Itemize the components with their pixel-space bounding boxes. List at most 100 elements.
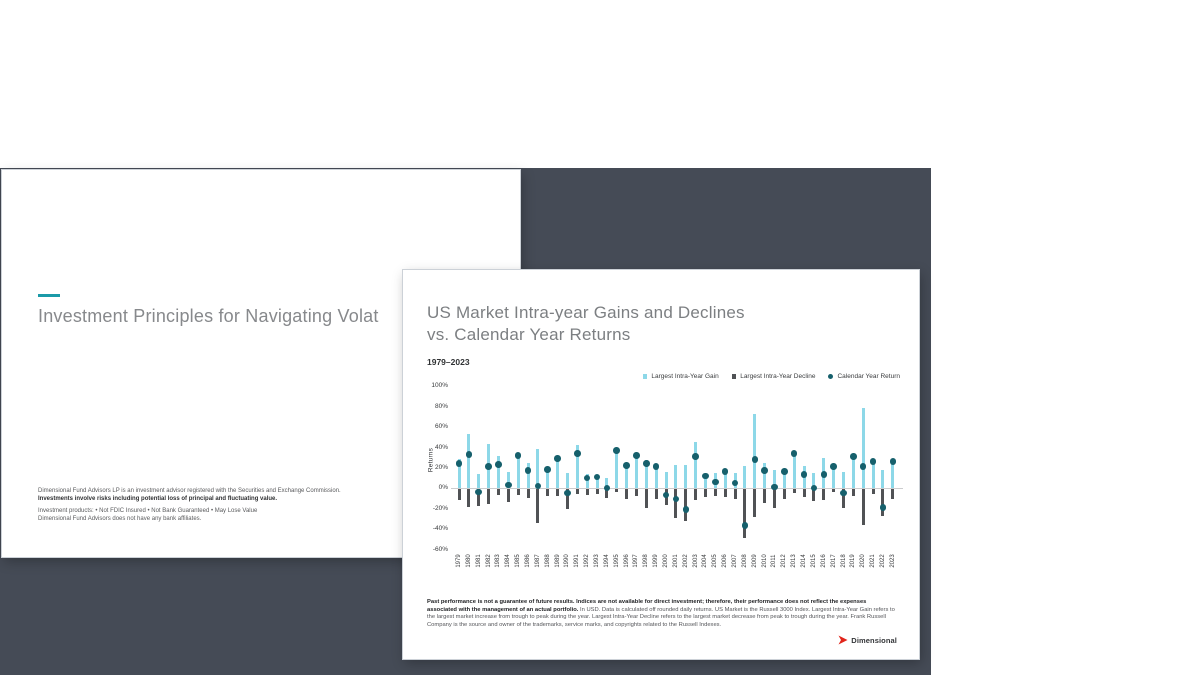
intra-year-gain-bar <box>881 469 885 488</box>
calendar-year-return-dot <box>603 484 611 492</box>
y-tick-label: -60% <box>432 545 448 553</box>
calendar-year-return-dot <box>524 467 532 474</box>
legend-item: Largest Intra-Year Decline <box>731 373 816 380</box>
x-tick-label: 1980 <box>465 554 472 568</box>
calendar-year-return-dot <box>702 472 709 479</box>
intra-year-decline-bar <box>605 489 609 499</box>
intra-year-gain-bar <box>477 473 481 488</box>
x-tick-label: 1985 <box>515 554 522 568</box>
intra-year-gain-bar <box>842 471 845 488</box>
intra-year-decline-bar <box>457 489 461 501</box>
chart-slide[interactable]: US Market Intra-year Gains and Declines … <box>403 270 919 659</box>
intra-year-gain-bar <box>723 469 727 488</box>
calendar-year-return-dot <box>514 452 522 459</box>
calendar-year-return-dot <box>583 474 591 482</box>
intra-year-gain-bar <box>457 459 461 488</box>
y-axis-label: Returns <box>427 447 435 473</box>
chart-plot <box>451 386 903 550</box>
calendar-year-return-dot <box>505 481 512 489</box>
intra-year-gain-bar <box>891 461 895 488</box>
intra-year-decline-bar <box>674 489 678 518</box>
calendar-year-return-dot <box>781 468 788 475</box>
chart-date-range: 1979–2023 <box>427 357 470 367</box>
calendar-year-return-dot <box>869 458 877 465</box>
legend-item: Calendar Year Return <box>828 373 900 380</box>
calendar-year-return-dot <box>564 489 571 497</box>
legend-label: Calendar Year Return <box>837 373 900 380</box>
x-tick-label: 1996 <box>623 554 630 568</box>
intra-year-decline-bar <box>487 489 491 505</box>
intra-year-gain-bar <box>812 472 816 488</box>
disclosure-line: Dimensional Fund Advisors does not have … <box>38 515 202 522</box>
x-tick-label: 2016 <box>820 554 827 568</box>
intra-year-decline-bar <box>546 489 550 497</box>
calendar-year-return-dot <box>672 495 680 503</box>
intra-year-decline-bar <box>585 489 589 496</box>
calendar-year-return-dot <box>613 447 620 454</box>
calendar-year-return-dot <box>574 450 581 457</box>
zero-axis-line <box>451 488 903 489</box>
calendar-year-return-dot <box>652 463 660 470</box>
intra-year-gain-bar <box>644 460 648 488</box>
x-tick-label: 2003 <box>692 554 699 568</box>
intra-year-gain-bar <box>743 465 747 488</box>
x-tick-label: 2017 <box>830 554 837 568</box>
intra-year-decline-bar <box>634 489 638 497</box>
intra-year-decline-bar <box>891 489 895 500</box>
x-tick-label: 2018 <box>840 554 847 568</box>
intra-year-gain-bar <box>674 464 678 488</box>
calendar-year-return-dot <box>485 463 492 470</box>
intra-year-decline-bar <box>477 489 481 507</box>
intra-year-decline-bar <box>625 489 629 500</box>
intra-year-gain-bar <box>615 449 619 488</box>
calendar-year-return-dot <box>712 478 719 486</box>
x-tick-label: 1994 <box>603 554 610 568</box>
intra-year-gain-bar <box>556 457 560 488</box>
intra-year-decline-bar <box>565 489 569 510</box>
y-tick-label: 100% <box>431 382 448 390</box>
x-tick-label: 1988 <box>544 554 551 568</box>
x-tick-label: 1997 <box>633 554 640 568</box>
legend-label: Largest Intra-Year Decline <box>740 373 816 380</box>
intra-year-decline-bar <box>782 489 786 500</box>
intra-year-gain-bar <box>467 433 471 488</box>
calendar-year-return-dot <box>455 460 463 467</box>
calendar-year-return-dot <box>850 453 857 460</box>
intra-year-gain-bar <box>634 454 638 488</box>
chart-slide-title-line2: vs. Calendar Year Returns <box>427 325 631 345</box>
intra-year-gain-bar <box>851 454 855 488</box>
intra-year-gain-bar <box>575 445 579 488</box>
x-tick-label: 2007 <box>732 554 739 568</box>
calendar-year-return-dot <box>495 461 502 468</box>
calendar-year-return-dot <box>879 504 887 511</box>
x-tick-label: 2015 <box>810 554 817 568</box>
y-tick-label: -20% <box>432 504 448 512</box>
intra-year-decline-bar <box>763 489 767 504</box>
intra-year-gain-bar <box>694 442 698 488</box>
calendar-year-return-dot <box>820 471 828 478</box>
x-tick-label: 2020 <box>860 554 867 568</box>
x-tick-label: 2013 <box>791 554 798 568</box>
intra-year-gain-bar <box>772 469 776 488</box>
calendar-year-return-dot <box>810 484 818 492</box>
intra-year-decline-bar <box>556 489 560 497</box>
intra-year-decline-bar <box>536 489 540 523</box>
x-tick-label: 1998 <box>643 554 650 568</box>
intra-year-decline-bar <box>575 489 579 495</box>
x-tick-label: 2022 <box>879 554 886 568</box>
intra-year-gain-bar <box>832 463 836 488</box>
intra-year-gain-bar <box>536 449 540 488</box>
intra-year-decline-bar <box>753 489 757 517</box>
intra-year-gain-bar <box>605 477 609 488</box>
intra-year-gain-bar <box>871 461 875 488</box>
x-tick-label: 2008 <box>741 554 748 568</box>
x-tick-label: 1987 <box>534 554 541 568</box>
x-tick-label: 1999 <box>653 554 660 568</box>
intra-year-gain-bar <box>516 454 520 488</box>
intra-year-decline-bar <box>496 489 500 496</box>
calendar-year-return-dot <box>721 468 729 475</box>
x-tick-label: 1984 <box>505 554 512 568</box>
intra-year-gain-bar <box>861 408 865 488</box>
disclosure-line: Investment products: • Not FDIC Insured … <box>38 507 258 514</box>
x-tick-label: 1979 <box>456 554 462 568</box>
